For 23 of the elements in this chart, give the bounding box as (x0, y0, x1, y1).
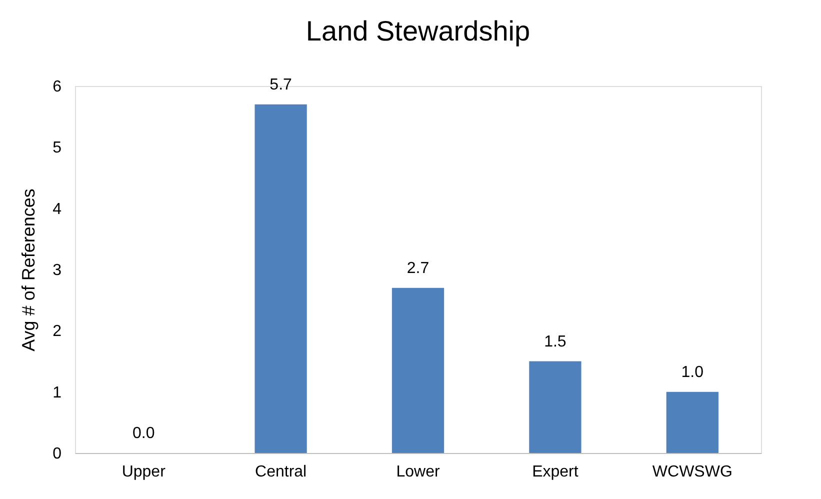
y-tick-label: 6 (52, 78, 62, 96)
bar (666, 392, 718, 453)
bar (254, 104, 307, 453)
x-tick-label: WCWSWG (652, 464, 732, 480)
x-tick-label: Upper (122, 464, 166, 480)
bar (392, 288, 444, 453)
y-tick-label: 1 (52, 384, 62, 402)
x-tick-label: Central (255, 464, 307, 480)
data-label: 5.7 (270, 76, 292, 94)
data-label: 1.5 (544, 333, 566, 350)
x-tick-label: Lower (396, 464, 440, 480)
data-label: 0.0 (132, 425, 155, 442)
y-tick-label: 5 (52, 140, 62, 157)
y-tick-label: 0 (52, 446, 62, 462)
y-tick-label: 2 (52, 323, 62, 340)
data-label: 2.7 (406, 260, 430, 277)
data-label: 1.0 (681, 364, 704, 381)
bar (529, 361, 582, 453)
y-tick-label: 4 (52, 200, 62, 218)
chart-title: Land Stewardship (306, 15, 530, 46)
y-axis-title: Avg # of References (18, 188, 39, 352)
x-tick-label: Expert (532, 464, 579, 480)
y-tick-label: 3 (52, 262, 62, 279)
